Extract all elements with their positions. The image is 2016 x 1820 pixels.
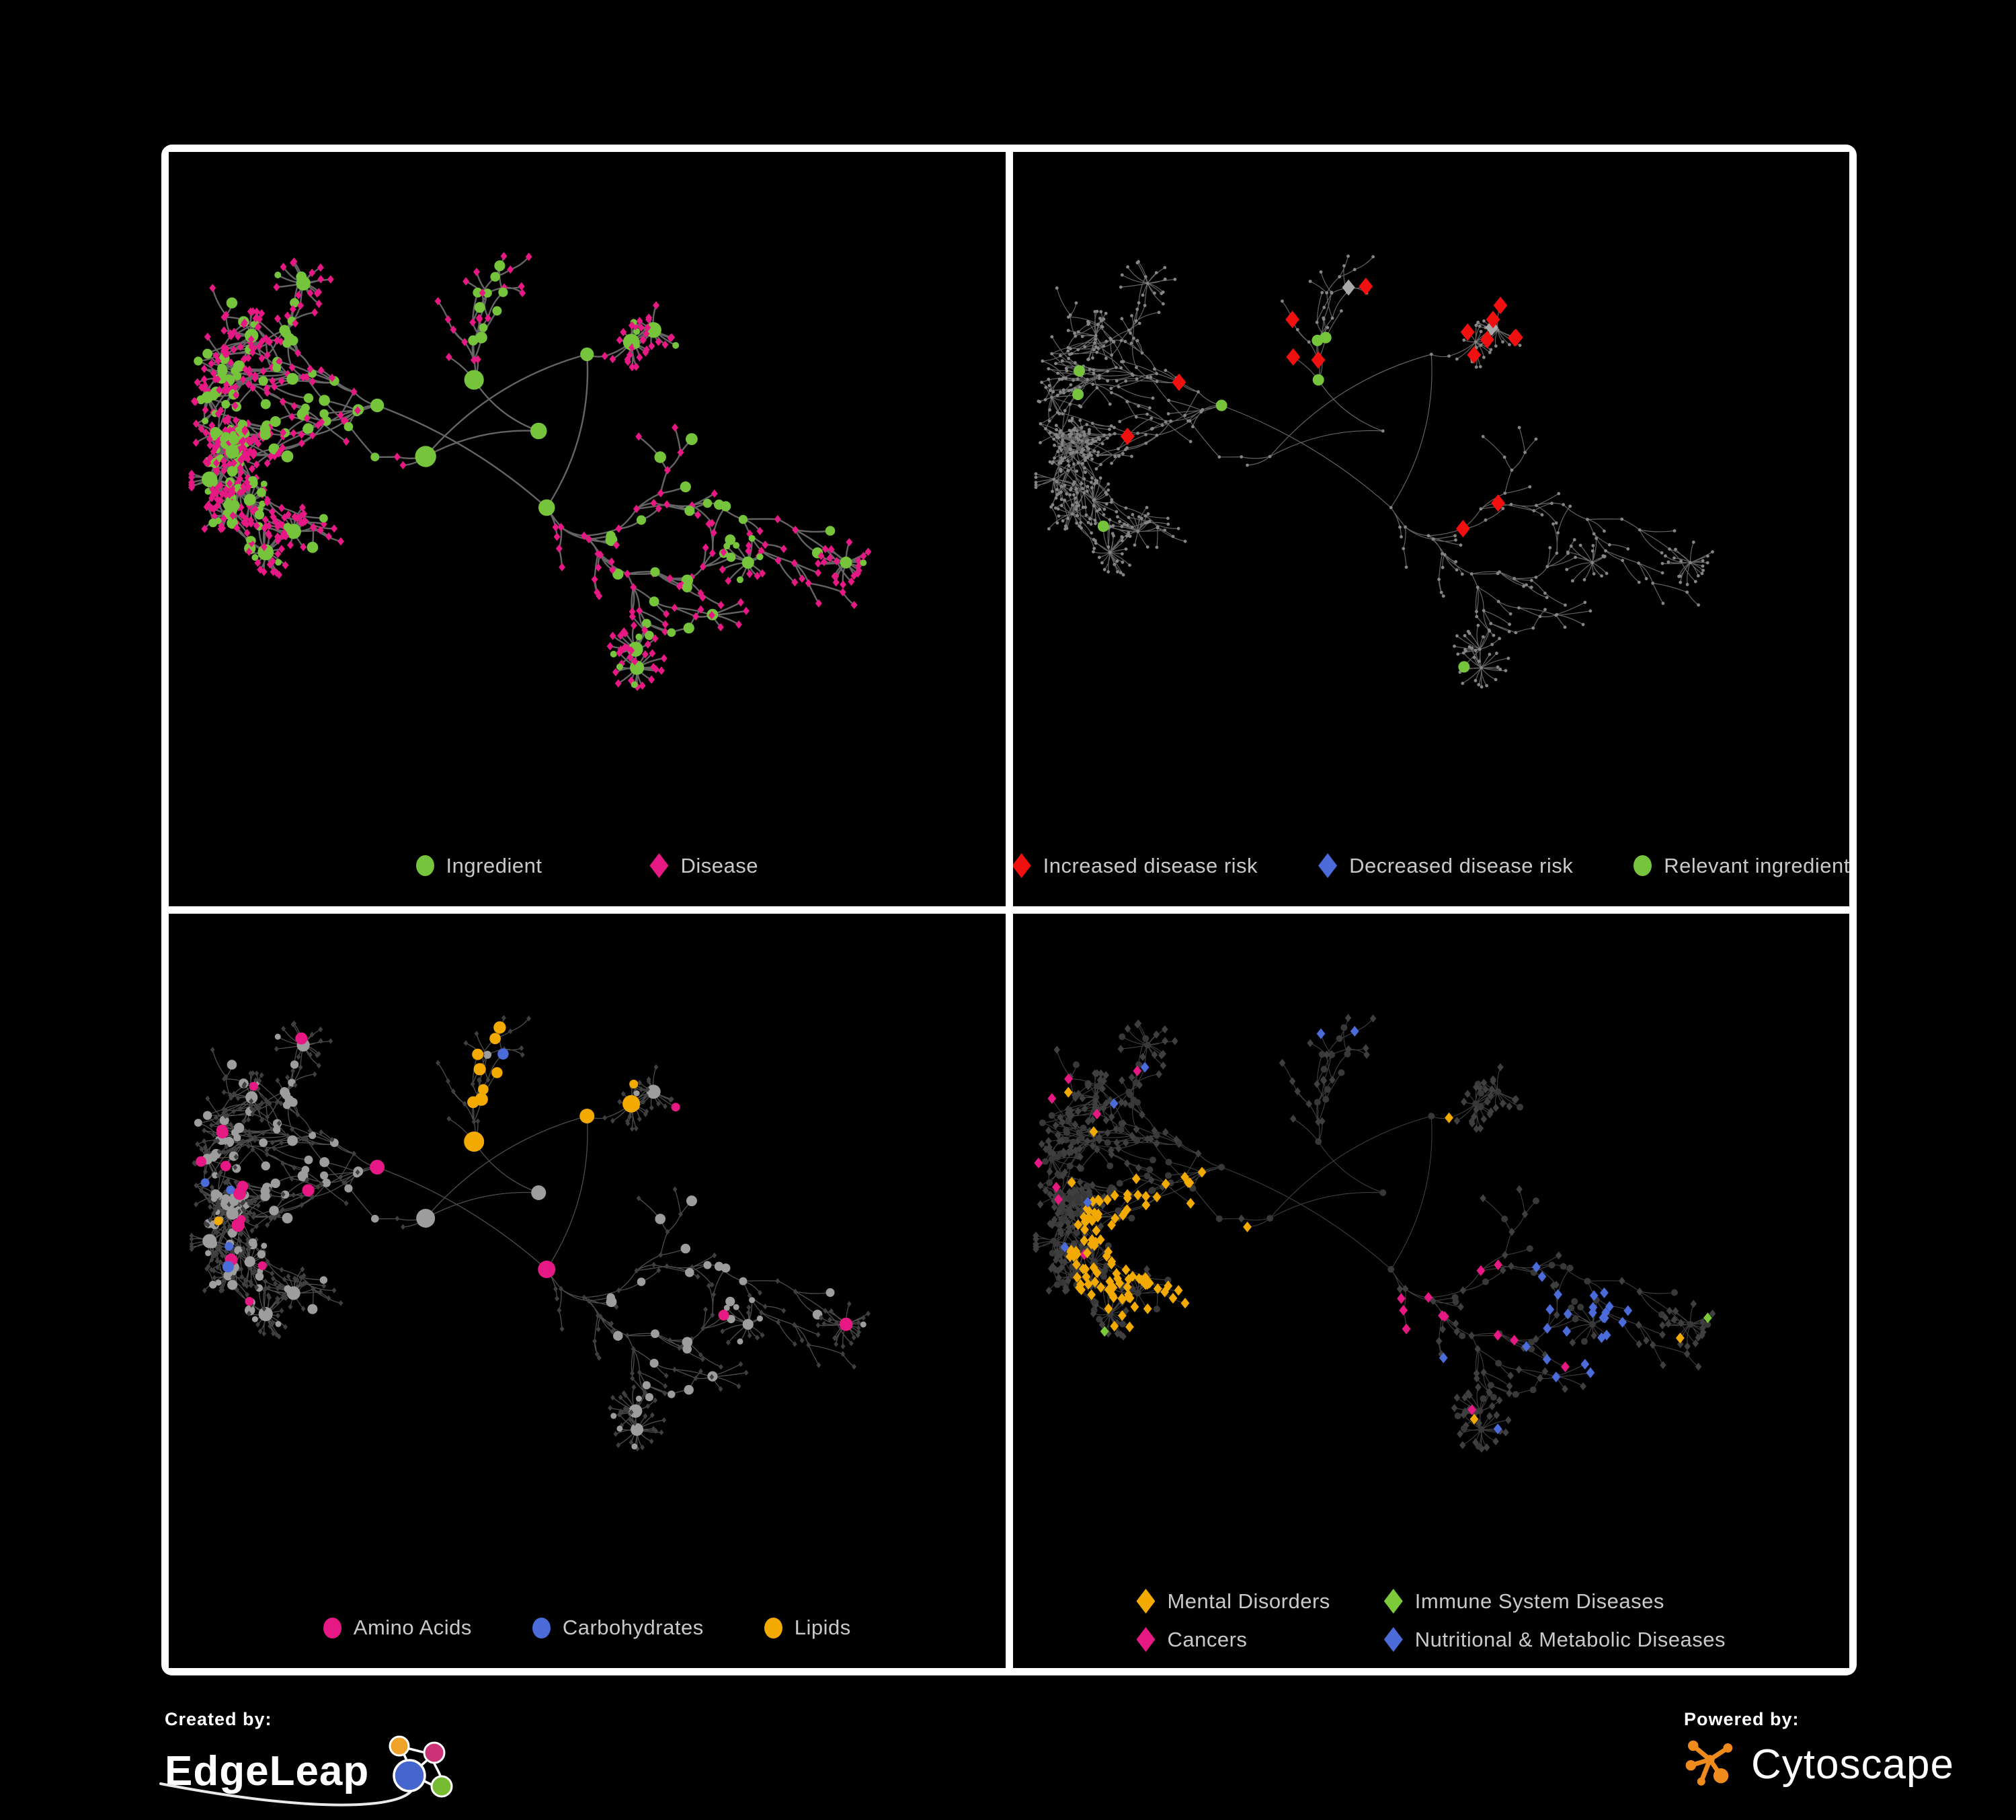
edgeleap-branding: Created by: EdgeLeap bbox=[159, 1709, 470, 1808]
cytoscape-logo-icon bbox=[1685, 1740, 1733, 1786]
cytoscape-branding: Powered by: Cytoscape bbox=[1684, 1709, 1954, 1794]
edgeleap-logo-icon bbox=[159, 1735, 453, 1807]
diamond-swatch-icon bbox=[1383, 1589, 1403, 1614]
circle-swatch-icon bbox=[415, 855, 434, 876]
network-graph-disease-risk bbox=[1034, 254, 1714, 689]
diamond-swatch-icon bbox=[1136, 1627, 1156, 1652]
circle-swatch-icon bbox=[764, 1617, 782, 1638]
panel-disease-class: Mental Disorders Immune System Diseases Ca… bbox=[1012, 914, 1850, 1668]
footer: Created by: EdgeLeap Powered by: bbox=[0, 1675, 2016, 1820]
legend-item-ingredient: Ingredient bbox=[415, 853, 542, 878]
legend-item-mental-disorders: Mental Disorders bbox=[1136, 1589, 1330, 1614]
legend-label: Nutritional & Metabolic Diseases bbox=[1414, 1627, 1726, 1651]
legend-item-immune-system-diseases: Immune System Diseases bbox=[1383, 1589, 1726, 1614]
legend-label: Disease bbox=[680, 853, 758, 877]
legend-label: Amino Acids bbox=[353, 1616, 472, 1639]
panel-ingredient-disease: Ingredient Disease bbox=[169, 152, 1006, 906]
diamond-swatch-icon bbox=[649, 853, 669, 878]
network-graph-ingredient-disease bbox=[188, 251, 872, 691]
diamond-swatch-icon bbox=[1012, 853, 1031, 878]
legend-item-carbohydrates: Carbohydrates bbox=[532, 1616, 704, 1640]
legend-label: Increased disease risk bbox=[1043, 853, 1258, 877]
legend-disease-risk: Increased disease risk Decreased disease … bbox=[1012, 853, 1849, 878]
legend-item-cancers: Cancers bbox=[1136, 1627, 1330, 1652]
panel-nutrient-class: Amino Acids Carbohydrates Lipids bbox=[169, 914, 1006, 1668]
legend-label: Immune System Diseases bbox=[1414, 1589, 1664, 1613]
created-by-label: Created by: bbox=[165, 1709, 272, 1729]
legend-disease-class: Mental Disorders Immune System Diseases Ca… bbox=[1013, 1589, 1850, 1652]
powered-by-label: Powered by: bbox=[1684, 1709, 1800, 1729]
legend-item-relevant-ingredient: Relevant ingredient bbox=[1634, 854, 1849, 878]
legend-item-amino-acids: Amino Acids bbox=[323, 1616, 472, 1640]
circle-swatch-icon bbox=[323, 1617, 341, 1638]
panel-grid: Ingredient Disease Increased disease risk… bbox=[161, 145, 1857, 1675]
legend-label: Mental Disorders bbox=[1167, 1589, 1330, 1613]
legend-ingredient-disease: Ingredient Disease bbox=[169, 853, 1006, 878]
legend-label: Relevant ingredient bbox=[1664, 853, 1849, 877]
diamond-swatch-icon bbox=[1136, 1589, 1156, 1614]
cytoscape-logo-text: Cytoscape bbox=[1751, 1741, 1954, 1788]
legend-item-nutritional-metabolic-diseases: Nutritional & Metabolic Diseases bbox=[1383, 1627, 1726, 1652]
legend-item-disease: Disease bbox=[649, 853, 758, 878]
legend-label: Ingredient bbox=[446, 853, 542, 877]
legend-label: Lipids bbox=[794, 1616, 851, 1639]
legend-nutrient-class: Amino Acids Carbohydrates Lipids bbox=[169, 1616, 1006, 1640]
network-graph-disease-class bbox=[1032, 1014, 1716, 1453]
legend-item-decreased-disease-risk: Decreased disease risk bbox=[1318, 853, 1573, 878]
legend-label: Decreased disease risk bbox=[1349, 853, 1574, 877]
legend-label: Carbohydrates bbox=[562, 1616, 704, 1639]
diamond-swatch-icon bbox=[1318, 853, 1338, 878]
network-graph-nutrient-class bbox=[189, 1015, 871, 1452]
legend-label: Cancers bbox=[1167, 1627, 1248, 1651]
edgeleap-logo-text: EdgeLeap bbox=[165, 1747, 370, 1794]
circle-swatch-icon bbox=[532, 1617, 551, 1638]
legend-item-increased-disease-risk: Increased disease risk bbox=[1012, 853, 1258, 878]
panel-disease-risk: Increased disease risk Decreased disease … bbox=[1012, 152, 1849, 906]
circle-swatch-icon bbox=[1634, 855, 1652, 876]
diamond-swatch-icon bbox=[1383, 1627, 1403, 1652]
legend-item-lipids: Lipids bbox=[764, 1616, 851, 1640]
